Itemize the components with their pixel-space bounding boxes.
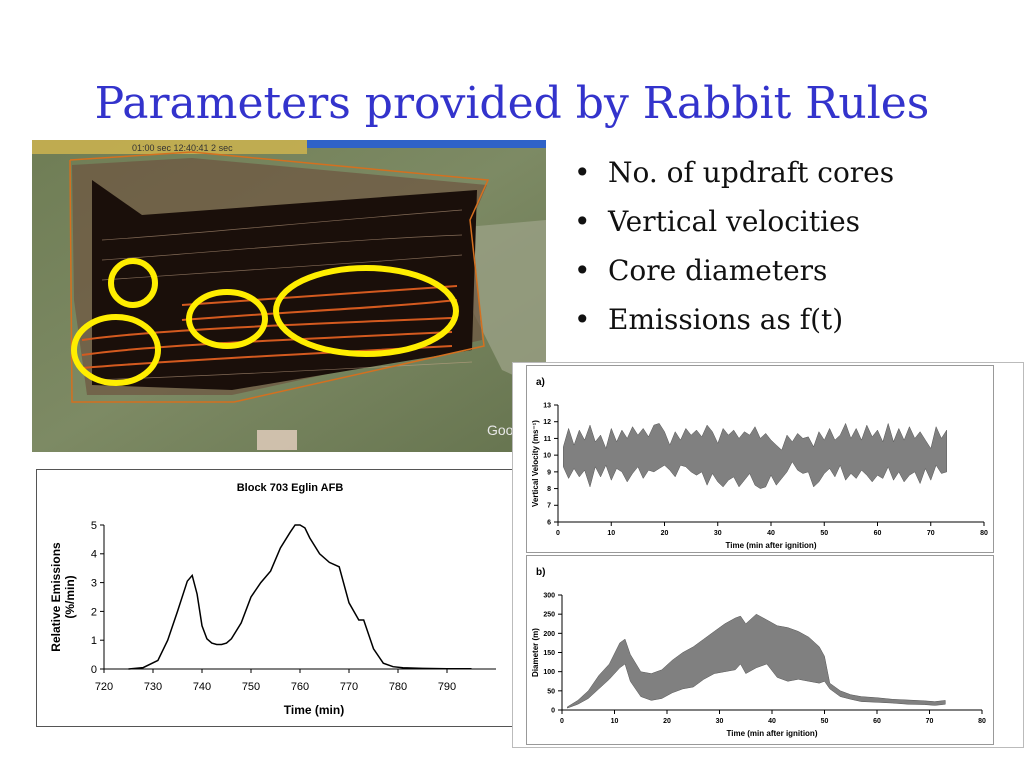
y-tick-label: 0 — [91, 664, 97, 676]
x-tick-label: 60 — [874, 530, 882, 537]
x-tick-label: 750 — [242, 681, 260, 693]
highlight-circle-core-1 — [108, 258, 158, 308]
y-tick-label: 300 — [543, 592, 555, 599]
panel-label: a) — [536, 377, 545, 388]
bullet-text: Vertical velocities — [608, 205, 861, 238]
y-tick-label: 11 — [544, 436, 552, 443]
x-tick-label: 20 — [661, 530, 669, 537]
info-bar-text: 01:00 sec 12:40:41 2 sec — [132, 143, 233, 153]
y-tick-label: 7 — [547, 503, 551, 510]
y-tick-label: 8 — [547, 486, 551, 493]
bullet-dot: • — [574, 303, 591, 336]
x-axis-label: Time (min) — [284, 703, 344, 717]
x-tick-label: 30 — [714, 530, 722, 537]
bullet-dot: • — [574, 156, 591, 189]
x-tick-label: 780 — [389, 681, 407, 693]
bullet-text: No. of updraft cores — [608, 156, 895, 189]
x-tick-label: 760 — [291, 681, 309, 693]
bullet-item: • No. of updraft cores — [572, 152, 894, 201]
x-tick-label: 10 — [607, 530, 615, 537]
bullet-dot: • — [574, 205, 591, 238]
y-axis-label: Diameter (m) — [531, 628, 540, 677]
x-tick-label: 790 — [438, 681, 456, 693]
y-tick-label: 10 — [543, 453, 551, 460]
x-tick-label: 80 — [978, 718, 986, 725]
y-tick-label: 2 — [91, 606, 97, 618]
velocity-chart: a) 0 10 20 30 40 50 60 70 80 6 7 8 9 10 11 12 13 Time (min… — [526, 365, 994, 553]
x-tick-label: 770 — [340, 681, 358, 693]
x-axis-label: Time (min after ignition) — [726, 541, 817, 550]
diameter-chart: b) 0 10 20 30 40 50 60 70 80 0 50 100 150 200 250 300 Tim… — [526, 555, 994, 745]
x-tick-label: 10 — [611, 718, 619, 725]
x-tick-label: 0 — [556, 530, 560, 537]
y-tick-label: 12 — [543, 419, 551, 426]
x-tick-label: 40 — [767, 530, 775, 537]
emissions-line — [128, 524, 472, 670]
fire-contours — [81, 285, 458, 369]
bullet-item: • Emissions as f(t) — [572, 299, 894, 348]
range-band — [563, 422, 947, 489]
y-tick-label: 13 — [543, 402, 551, 409]
x-tick-label: 80 — [980, 530, 988, 537]
y-tick-label: 1 — [91, 635, 97, 647]
panel-label: b) — [536, 567, 545, 578]
core-highlights — [71, 258, 459, 386]
bullet-item: • Vertical velocities — [572, 201, 894, 250]
x-tick-label: 730 — [144, 681, 162, 693]
x-tick-label: 720 — [95, 681, 113, 693]
bullet-list: • No. of updraft cores • Vertical velociti… — [572, 152, 894, 348]
toolbar-strip — [307, 140, 546, 148]
chart-title: Block 703 Eglin AFB — [237, 482, 344, 494]
x-tick-label: 50 — [820, 530, 828, 537]
highlight-circle-core-2 — [71, 314, 161, 386]
satellite-burn-map: 01:00 sec 12:40:41 2 sec Goo — [32, 140, 546, 452]
x-tick-label: 740 — [193, 681, 211, 693]
x-tick-label: 0 — [560, 718, 564, 725]
x-axis-label: Time (min after ignition) — [727, 729, 818, 738]
y-tick-label: 50 — [547, 688, 555, 695]
range-band — [567, 613, 946, 709]
y-tick-label: 4 — [91, 549, 97, 561]
y-tick-label: 200 — [543, 631, 555, 638]
block-boundary — [69, 151, 490, 403]
isoline-contours — [91, 209, 473, 381]
chart-frame — [36, 469, 516, 727]
x-tick-label: 70 — [926, 718, 934, 725]
y-tick-label: 150 — [543, 650, 555, 657]
x-tick-label: 70 — [927, 530, 935, 537]
x-tick-label: 50 — [821, 718, 829, 725]
x-tick-label: 30 — [716, 718, 724, 725]
map-watermark: Goo — [487, 422, 514, 438]
y-tick-label: 3 — [91, 577, 97, 589]
bullet-text: Emissions as f(t) — [608, 303, 844, 336]
y-axis-label: Relative Emissions — [49, 542, 63, 652]
bullet-item: • Core diameters — [572, 250, 894, 299]
y-tick-label: 100 — [543, 669, 555, 676]
burn-block-interior — [92, 180, 477, 390]
y-tick-label: 9 — [547, 469, 551, 476]
bullet-text: Core diameters — [608, 254, 828, 287]
y-axis-label: Vertical Velocity (ms⁻¹) — [531, 420, 540, 507]
y-tick-label: 250 — [543, 612, 555, 619]
slide-title: Parameters provided by Rabbit Rules — [94, 78, 930, 129]
x-tick-label: 60 — [873, 718, 881, 725]
x-tick-label: 20 — [663, 718, 671, 725]
y-tick-label: 6 — [547, 519, 551, 526]
y-tick-label: 5 — [91, 520, 97, 532]
y-tick-label: 0 — [551, 707, 555, 714]
y-axis-label-group: Relative Emissions (%/min) — [49, 542, 77, 652]
bullet-dot: • — [574, 254, 591, 287]
highlight-circle-core-3 — [186, 289, 268, 349]
emissions-chart: Block 703 Eglin AFB 720 730 740 750 760 770 780… — [36, 469, 516, 727]
building-patch — [257, 430, 297, 450]
y-axis-label: (%/min) — [63, 575, 77, 618]
x-tick-label: 40 — [768, 718, 776, 725]
info-bar — [32, 140, 307, 154]
highlight-circle-core-4 — [273, 265, 459, 357]
